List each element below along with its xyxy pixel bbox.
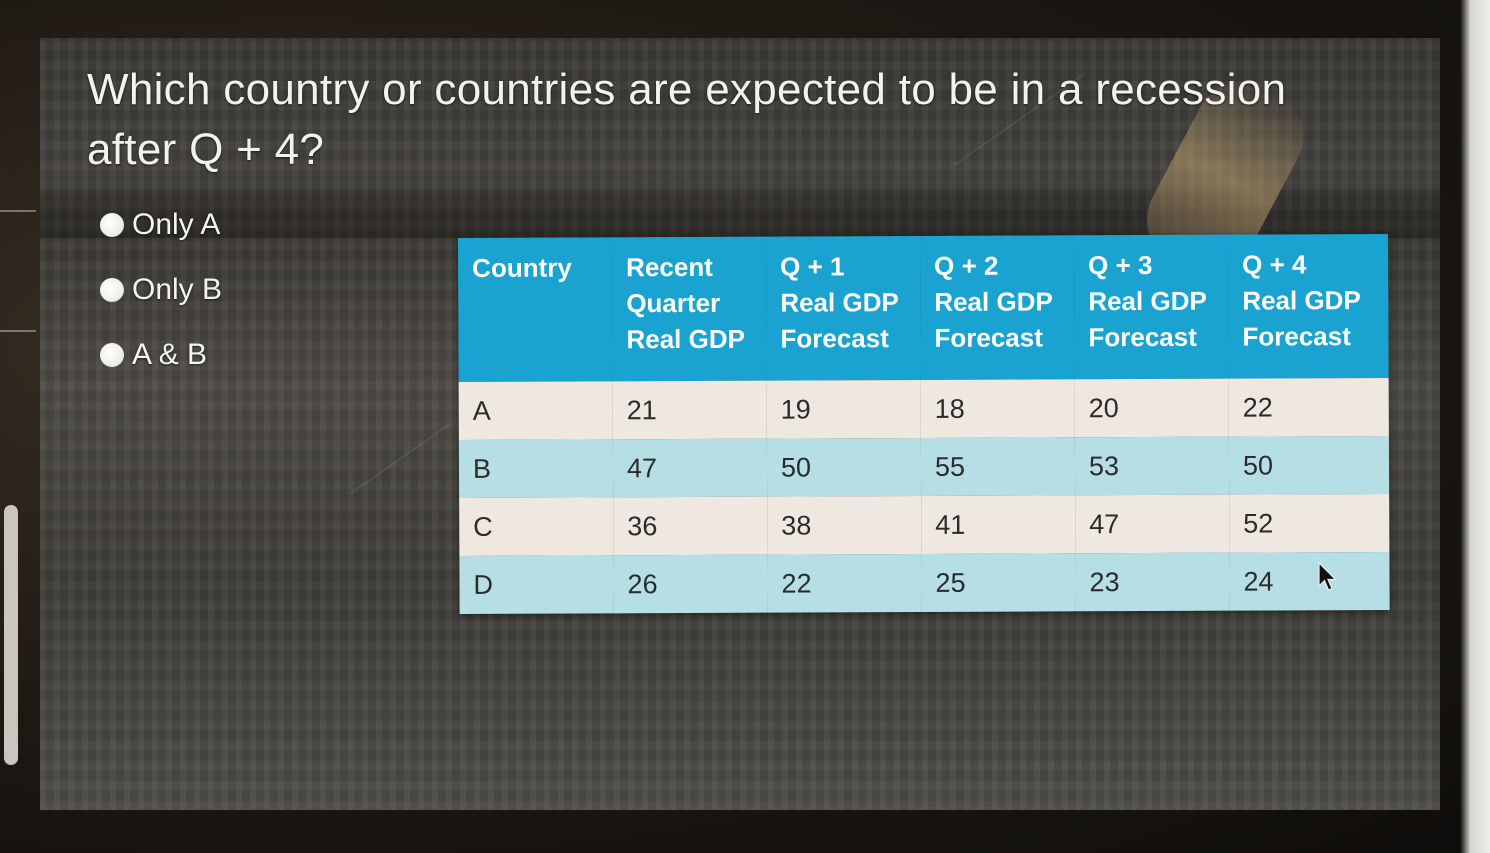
table-row: D 26 22 25 23 24 (459, 551, 1390, 614)
header-line: Quarter (626, 287, 721, 319)
header-line: Real GDP (1088, 285, 1207, 317)
header-q4: Q + 4 Real GDP Forecast (1227, 233, 1389, 379)
table-row: A 21 19 18 20 22 (458, 377, 1389, 440)
cell-value: 24 (1229, 551, 1390, 611)
cell-value: 18 (920, 379, 1075, 438)
option-only-b[interactable]: Only B (100, 273, 222, 307)
header-line: Forecast (1088, 321, 1197, 353)
question-text: Which country or countries are expected … (87, 60, 1427, 180)
radio-button-icon[interactable] (100, 343, 124, 367)
header-line: Recent (626, 251, 713, 283)
header-line: Country (472, 252, 572, 283)
gdp-forecast-table: Country Recent Quarter Real GDP Q + 1 Re… (458, 233, 1390, 614)
header-line: Q + 2 (934, 250, 999, 281)
cell-value: 50 (1228, 435, 1390, 495)
cell-value: 22 (767, 553, 922, 613)
cell-country: C (459, 497, 614, 556)
cell-value: 21 (612, 380, 767, 440)
header-q1: Q + 1 Real GDP Forecast (765, 235, 921, 381)
table-header-row: Country Recent Quarter Real GDP Q + 1 Re… (458, 233, 1389, 382)
answer-options: Only A Only B A & B (100, 208, 222, 403)
header-line: Real GDP (1242, 285, 1361, 316)
cell-value: 47 (1075, 494, 1230, 554)
header-line: Forecast (934, 322, 1043, 353)
cell-value: 41 (921, 495, 1076, 554)
radio-button-icon[interactable] (100, 213, 124, 237)
option-label: Only B (132, 273, 223, 306)
option-label: A & B (132, 338, 208, 371)
question-line-2: after Q + 4? (87, 125, 325, 174)
header-line: Q + 4 (1242, 249, 1307, 280)
header-line: Forecast (1242, 321, 1351, 352)
cell-value: 20 (1074, 378, 1229, 438)
cell-value: 25 (921, 553, 1076, 612)
cell-country: A (458, 381, 613, 440)
cell-value: 19 (766, 379, 921, 439)
header-q3: Q + 3 Real GDP Forecast (1073, 234, 1229, 380)
option-a-and-b[interactable]: A & B (100, 338, 222, 372)
header-line: Real GDP (626, 323, 746, 355)
cell-value: 36 (613, 496, 768, 556)
cell-value: 50 (766, 437, 922, 497)
header-line: Q + 3 (1088, 249, 1153, 281)
radio-button-icon[interactable] (100, 278, 124, 302)
quiz-slide: Which country or countries are expected … (40, 38, 1440, 810)
header-line: Real GDP (934, 286, 1053, 317)
header-q2: Q + 2 Real GDP Forecast (919, 235, 1075, 380)
screen-bezel (1460, 0, 1490, 853)
cell-value: 52 (1229, 493, 1390, 553)
mouse-pointer-icon (1318, 562, 1337, 591)
background-texture (350, 423, 450, 495)
option-only-a[interactable]: Only A (100, 208, 222, 242)
cell-value: 55 (920, 437, 1076, 496)
header-recent-quarter: Recent Quarter Real GDP (611, 236, 767, 382)
cell-country: D (459, 555, 614, 614)
divider (0, 330, 36, 332)
question-line-1: Which country or countries are expected … (87, 65, 1287, 114)
header-country: Country (458, 237, 613, 382)
scrollbar-thumb[interactable] (4, 505, 18, 765)
cell-value: 22 (1228, 377, 1389, 437)
table-row: C 36 38 41 47 52 (459, 493, 1390, 556)
divider (0, 210, 36, 212)
header-line: Forecast (780, 323, 889, 354)
header-line: Q + 1 (780, 251, 845, 282)
cell-country: B (458, 439, 614, 498)
cell-value: 47 (612, 438, 768, 498)
header-line: Real GDP (780, 287, 899, 318)
cell-value: 23 (1075, 552, 1230, 612)
table-row: B 47 50 55 53 50 (458, 435, 1390, 498)
cell-value: 53 (1074, 436, 1230, 496)
cell-value: 38 (767, 495, 922, 555)
option-label: Only A (132, 208, 221, 241)
cell-value: 26 (613, 554, 768, 614)
